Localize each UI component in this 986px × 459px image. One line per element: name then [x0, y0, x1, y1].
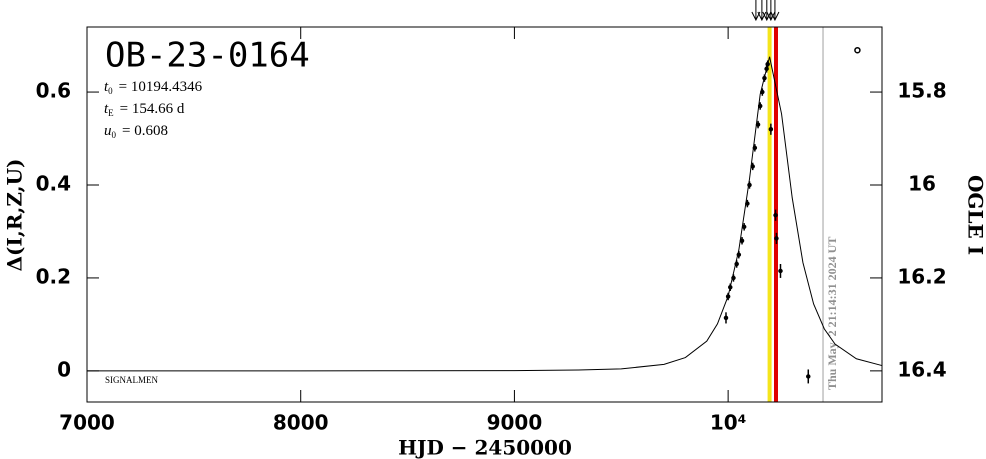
data-point	[725, 294, 731, 299]
data-point	[778, 268, 783, 274]
chart-title: OB-23-0164	[105, 36, 310, 76]
alert-arrow	[770, 0, 780, 22]
alert-arrow	[751, 0, 761, 22]
param-value: = 10194.4346	[119, 79, 203, 95]
x-tick-label: 9000	[487, 411, 543, 435]
data-point	[739, 238, 745, 244]
param-subscript: 0	[112, 130, 117, 140]
data-point	[731, 275, 736, 281]
data-point	[773, 212, 778, 218]
param-symbol: t	[104, 79, 109, 95]
data-point	[760, 89, 765, 95]
data-point	[762, 75, 767, 81]
fit-parameter: u0 = 0.608	[104, 123, 168, 140]
data-point	[747, 182, 752, 188]
x-axis-label: HJD − 2450000	[398, 436, 572, 459]
open-point	[854, 46, 861, 54]
timestamp-annotation: Thu May 2 21:14:31 2024 UT	[825, 237, 839, 390]
y-tick-label: 0.2	[36, 264, 71, 288]
y-tick-label: 0	[57, 357, 71, 381]
model-curve	[86, 56, 883, 372]
data-point	[734, 261, 739, 267]
param-subscript: 0	[108, 86, 113, 96]
y2-tick-label: 15.8	[897, 79, 946, 103]
x-tick-label: 8000	[273, 411, 329, 435]
alert-arrow	[762, 0, 772, 22]
data-point	[750, 164, 755, 169]
y-axis-label: Δ(I,R,Z,U)	[3, 159, 27, 272]
data-point	[728, 284, 733, 290]
data-point	[806, 374, 811, 379]
data-point	[736, 252, 742, 257]
y-tick-label: 0.4	[36, 171, 71, 195]
y2-tick-label: 16	[908, 171, 936, 195]
data-point	[745, 201, 750, 206]
param-subscript: E	[108, 108, 114, 118]
alert-arrow	[766, 0, 776, 22]
data-point	[774, 236, 779, 241]
fit-parameter: tE = 154.66 d	[104, 101, 185, 118]
plot-frame	[86, 26, 883, 403]
fit-parameter: t0 = 10194.4346	[104, 79, 203, 96]
y2-tick-label: 16.2	[897, 264, 946, 288]
y2-axis-label: OGLE I	[964, 175, 986, 255]
y-tick-label: 0.6	[36, 79, 71, 103]
param-value: = 0.608	[122, 123, 168, 139]
data-point	[768, 126, 774, 132]
data-point	[752, 145, 758, 151]
param-value: = 154.66 d	[120, 101, 185, 117]
data-point	[723, 315, 729, 321]
data-point	[765, 61, 770, 67]
data-point	[764, 66, 769, 72]
data-point	[741, 224, 747, 230]
corner-label: SIGNALMEN	[105, 375, 158, 385]
param-symbol: t	[104, 101, 109, 117]
param-symbol: u	[104, 123, 112, 139]
data-point	[757, 103, 763, 109]
alert-arrow	[757, 0, 767, 22]
y2-tick-label: 16.4	[897, 357, 946, 381]
x-tick-label: 10⁴	[710, 411, 747, 435]
data-point	[755, 122, 761, 127]
x-tick-label: 7000	[59, 411, 115, 435]
